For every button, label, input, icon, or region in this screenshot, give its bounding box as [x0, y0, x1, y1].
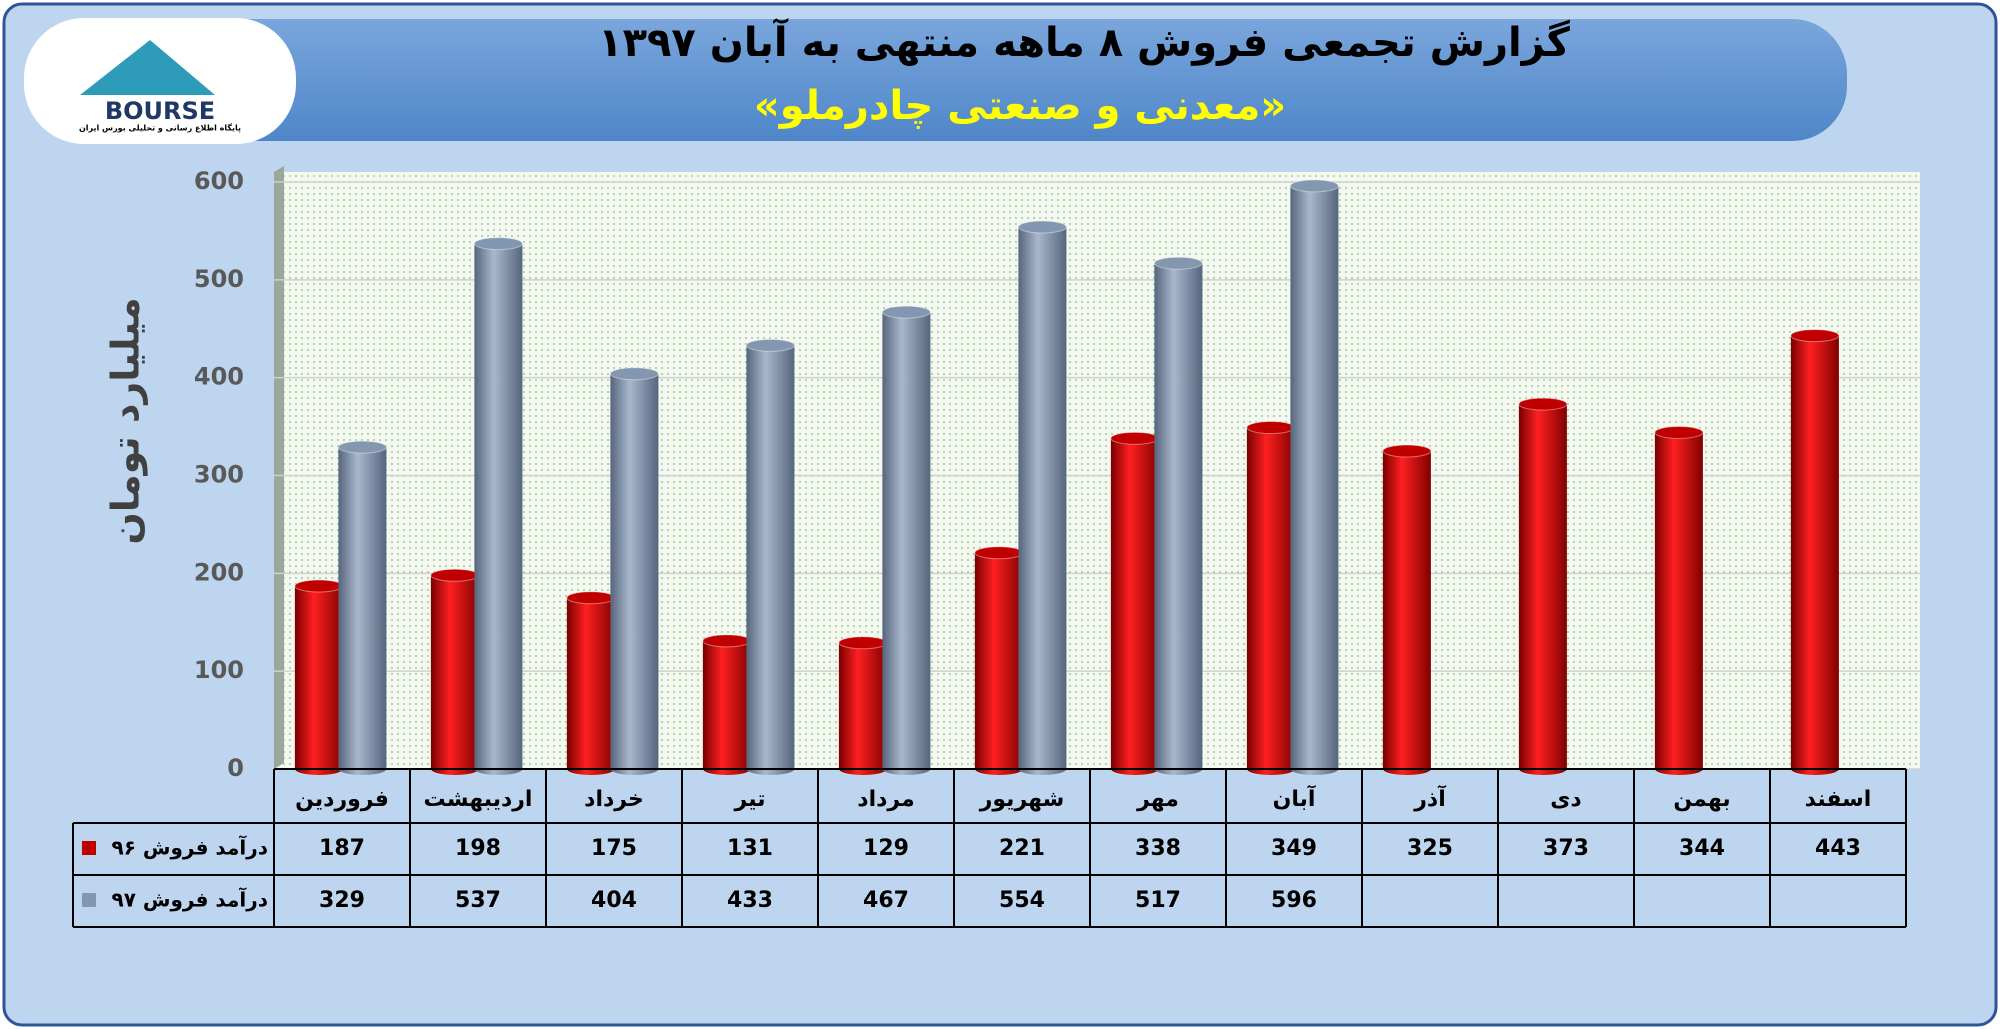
legend-swatch — [82, 893, 96, 907]
bar-cap — [1110, 431, 1160, 445]
bar-cap — [838, 636, 888, 650]
bar-cap — [1382, 444, 1432, 458]
bar-cap — [881, 305, 931, 319]
y-tick-label: 100 — [194, 656, 244, 684]
bar-cap — [1153, 256, 1203, 270]
bar — [1382, 451, 1431, 769]
y-tick-label: 400 — [194, 363, 244, 391]
table-value: 131 — [727, 836, 773, 861]
bar-cap — [1790, 329, 1840, 343]
bar — [1790, 335, 1839, 769]
x-tick-label: آبان — [1273, 784, 1316, 812]
x-tick-label: شهریور — [979, 787, 1065, 812]
table-value: 129 — [863, 836, 909, 861]
bar-cap — [1518, 397, 1568, 411]
table-value: 175 — [591, 836, 637, 861]
bar — [1246, 427, 1295, 769]
table-value: 187 — [319, 836, 365, 861]
bar-cap — [702, 634, 752, 648]
x-tick-label: دی — [1550, 787, 1581, 812]
bar — [1518, 404, 1567, 769]
x-tick-label: مهر — [1136, 787, 1179, 812]
legend-swatch — [82, 841, 96, 855]
bar-cap — [294, 579, 344, 593]
logo-name: BOURSE — [105, 97, 215, 125]
bar — [610, 373, 659, 769]
x-tick-label: خرداد — [584, 787, 644, 812]
bar-cap — [1289, 179, 1339, 193]
bar — [430, 575, 479, 769]
y-tick-label: 500 — [194, 265, 244, 293]
y-tick-label: 600 — [194, 167, 244, 195]
table-value: 221 — [999, 836, 1045, 861]
bar — [1290, 185, 1339, 769]
x-tick-label: بهمن — [1673, 787, 1730, 812]
x-tick-label: اسفند — [1805, 787, 1872, 812]
table-value: 537 — [455, 888, 501, 913]
chart-title: گزارش تجمعی فروش ۸ ماهه منتهی به آبان ۱۳… — [598, 17, 1570, 66]
table-value: 404 — [591, 888, 637, 913]
table-value: 433 — [727, 888, 773, 913]
logo-tagline: پایگاه اطلاع رسانی و تحلیلی بورس ایران — [79, 123, 241, 134]
plot-area — [274, 172, 1920, 769]
bar-cap — [745, 338, 795, 352]
table-value: 467 — [863, 888, 909, 913]
table-value: 596 — [1271, 888, 1317, 913]
plot-wall — [274, 166, 284, 769]
bar — [294, 586, 343, 769]
table-value: 338 — [1135, 836, 1181, 861]
table-value: 554 — [999, 888, 1045, 913]
bar — [838, 642, 887, 769]
bar — [1654, 432, 1703, 769]
legend-label: درآمد فروش ۹۷ — [112, 887, 268, 912]
chart-subtitle: «معدنی و صنعتی چادرملو» — [754, 83, 1286, 129]
table-value: 198 — [455, 836, 501, 861]
bar-cap — [974, 546, 1024, 560]
bar-cap — [1654, 425, 1704, 439]
bar-cap — [1246, 421, 1296, 435]
bar — [974, 552, 1023, 769]
table-value: 325 — [1407, 836, 1453, 861]
table-value: 349 — [1271, 836, 1317, 861]
y-axis-label: میلیارد تومان — [104, 297, 148, 544]
bar-cap — [473, 237, 523, 251]
bar — [566, 597, 615, 769]
bar-cap — [566, 591, 616, 605]
bar — [746, 345, 795, 769]
logo-icon — [80, 40, 215, 95]
bar — [1018, 227, 1067, 770]
bar-cap — [337, 440, 387, 454]
bar — [338, 447, 387, 769]
x-tick-label: فروردین — [295, 787, 389, 812]
bar-cap — [1017, 220, 1067, 234]
table-value: 443 — [1815, 836, 1861, 861]
table-value: 517 — [1135, 888, 1181, 913]
x-tick-label: تیر — [734, 787, 766, 812]
bar-cap — [430, 568, 480, 582]
title-banner — [32, 19, 1847, 141]
y-tick-label: 200 — [194, 558, 244, 586]
bar — [882, 312, 931, 769]
table-value: 344 — [1679, 836, 1725, 861]
x-tick-label: آذر — [1413, 784, 1446, 812]
bar — [1154, 263, 1203, 769]
bar-cap — [609, 367, 659, 381]
y-tick-label: 300 — [194, 461, 244, 489]
bar — [1110, 438, 1159, 769]
x-tick-label: اردیبهشت — [424, 787, 533, 812]
legend-label: درآمد فروش ۹۶ — [112, 835, 268, 860]
bar — [474, 243, 523, 769]
bar — [702, 640, 751, 769]
y-tick-label: 0 — [227, 754, 244, 782]
table-value: 373 — [1543, 836, 1589, 861]
x-tick-label: مرداد — [857, 787, 914, 812]
table-value: 329 — [319, 888, 365, 913]
